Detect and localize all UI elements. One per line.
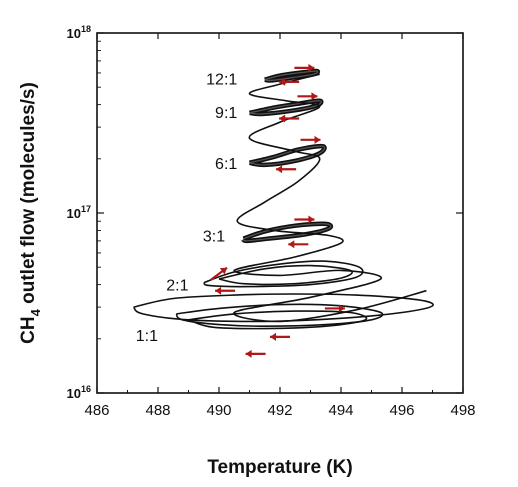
- direction-arrow: [279, 114, 300, 123]
- ratio-label: 12:1: [206, 71, 237, 88]
- y-tick-label: 1017: [67, 204, 91, 221]
- y-axis-title: CH4 outlet flow (molecules/s): [18, 82, 43, 344]
- x-tick-label: 492: [267, 402, 292, 419]
- series-line-2: [188, 310, 368, 330]
- direction-arrow: [215, 286, 236, 295]
- ratio-label: 1:1: [136, 328, 158, 345]
- x-tick-label: 488: [145, 402, 170, 419]
- ratio-labels-layer: 1:1 2:1 3:1 6:1 9:1 12:1: [136, 71, 238, 345]
- x-tick-label: 498: [450, 402, 475, 419]
- direction-arrow: [288, 240, 309, 249]
- series-line-8: [264, 68, 321, 83]
- direction-arrow: [279, 77, 300, 86]
- direction-arrow: [297, 92, 318, 101]
- y-tick-label: 1016: [67, 384, 91, 401]
- direction-arrow: [210, 266, 228, 281]
- y-axis-title-suffix: outlet flow (molecules/s): [18, 82, 39, 309]
- direction-arrow: [294, 215, 315, 224]
- series-line-4: [218, 264, 353, 286]
- y-tick-label: 1018: [67, 24, 91, 41]
- direction-arrow: [276, 165, 297, 174]
- series-line-1: [175, 303, 384, 327]
- direction-arrow: [324, 304, 345, 313]
- y-axis-title-subscript: 4: [28, 308, 43, 316]
- y-axis-title-prefix: CH: [18, 316, 39, 343]
- series-line-3: [203, 260, 364, 288]
- series-layer: [132, 68, 434, 330]
- series-line-9: [233, 73, 427, 323]
- ticks-layer: 486 488 490 492 494 496 498 1016 1017 1018: [67, 24, 476, 419]
- x-tick-label: 494: [328, 402, 353, 419]
- x-tick-label: 496: [389, 402, 414, 419]
- x-axis-title: Temperature (K): [207, 457, 352, 478]
- x-tick-label: 486: [84, 402, 109, 419]
- ratio-label: 2:1: [166, 278, 188, 295]
- ratio-label: 6:1: [215, 156, 237, 173]
- series-line-highlight-7: [249, 100, 322, 115]
- direction-arrow: [245, 349, 266, 358]
- series-line-highlight-8: [264, 70, 319, 82]
- arrows-layer: [210, 63, 345, 358]
- direction-arrow: [300, 135, 321, 144]
- ratio-label: 3:1: [203, 228, 225, 245]
- series-line-highlight-6: [249, 145, 326, 166]
- x-tick-label: 490: [206, 402, 231, 419]
- direction-arrow: [294, 63, 315, 72]
- ratio-label: 9:1: [215, 105, 237, 122]
- direction-arrow: [270, 332, 290, 341]
